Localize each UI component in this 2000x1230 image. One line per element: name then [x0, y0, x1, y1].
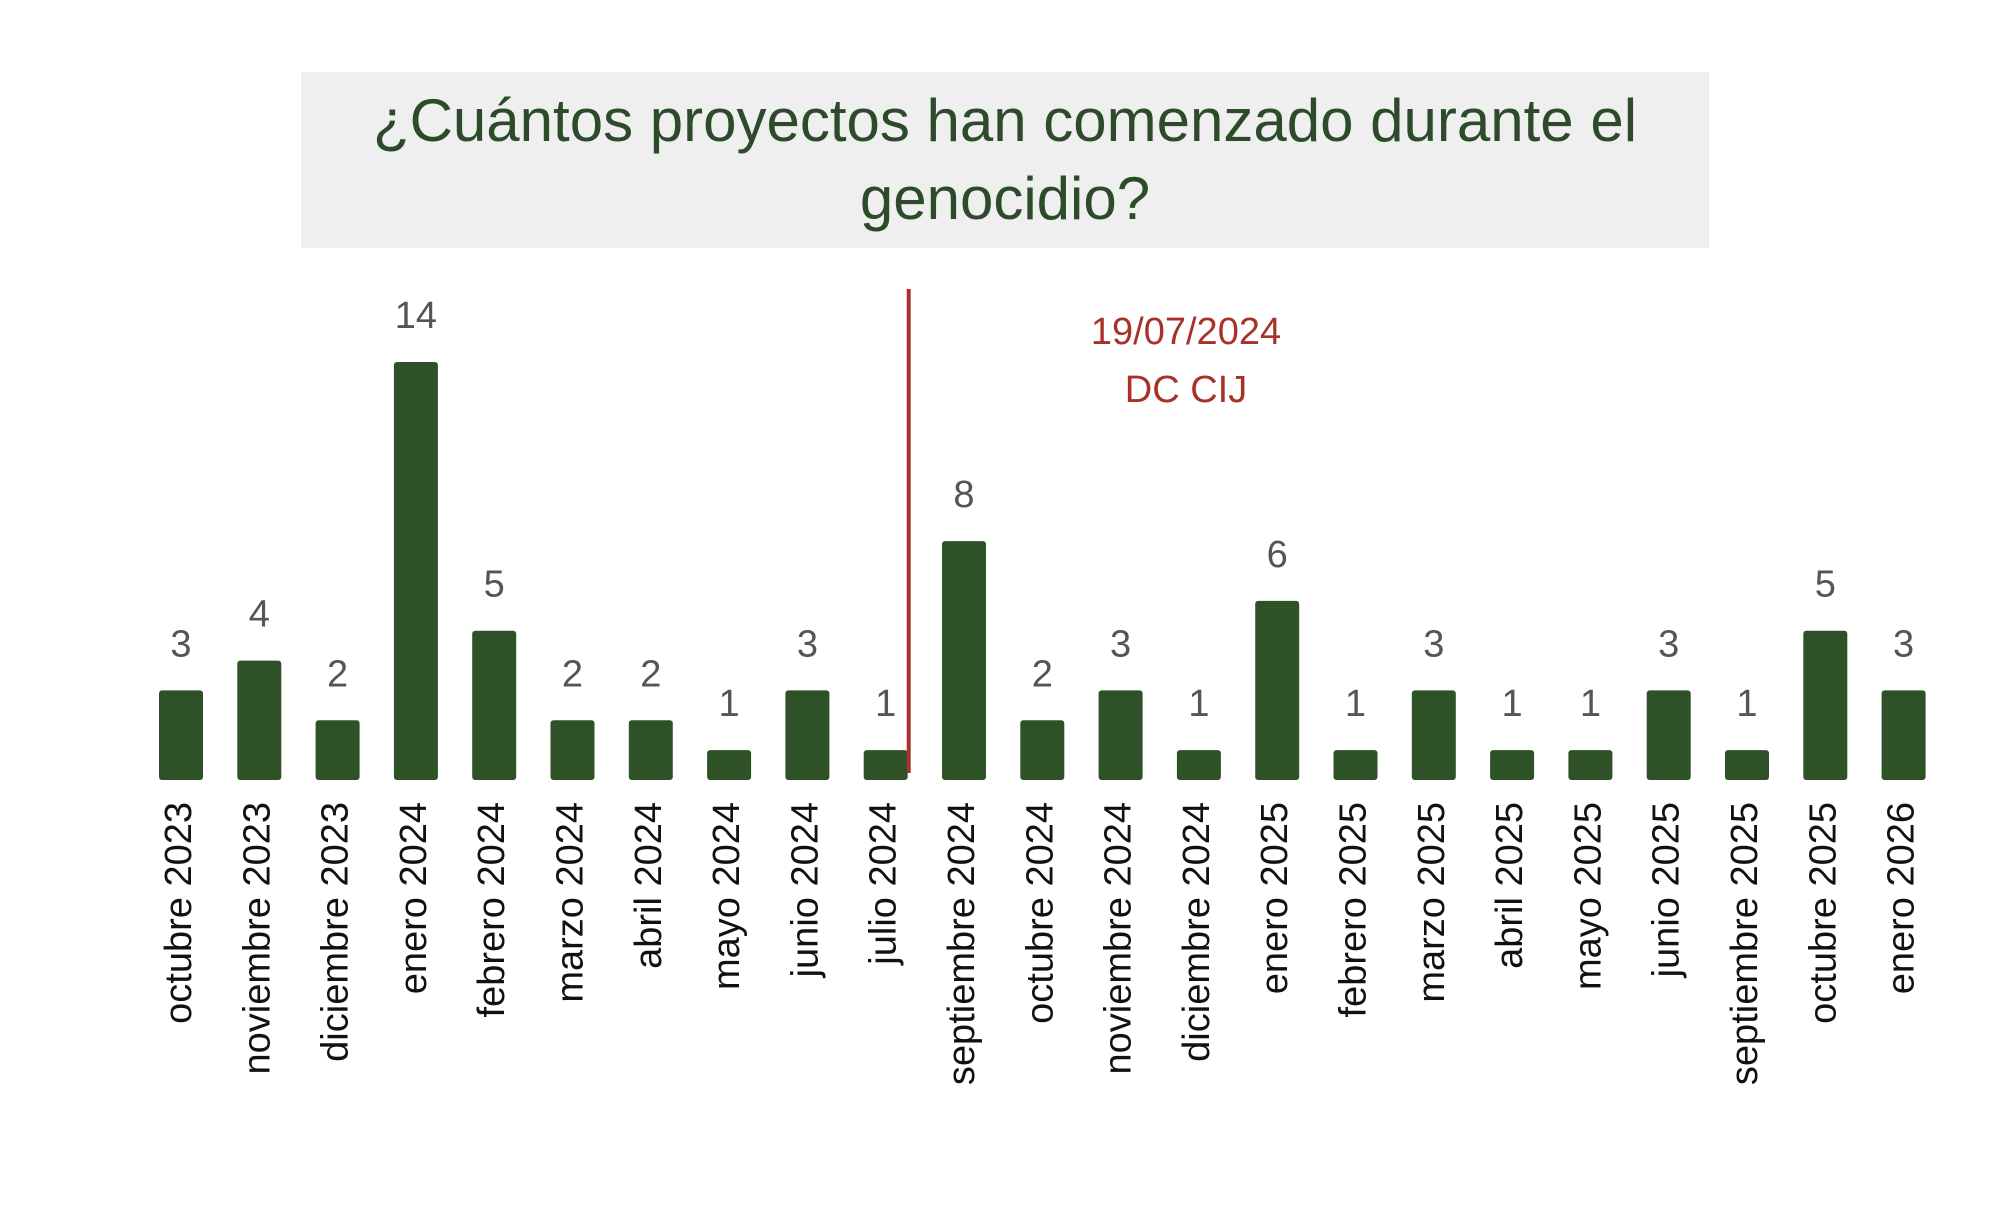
value-label: 3	[797, 623, 818, 665]
value-label: 1	[719, 683, 740, 725]
bar	[1568, 750, 1613, 780]
x-tick-label: mayo 2025	[1567, 802, 1609, 990]
x-tick-label: enero 2025	[1254, 802, 1296, 994]
annotation-text: DC CIJ	[1125, 369, 1247, 411]
x-tick-label: septiembre 2025	[1724, 802, 1766, 1085]
bar	[237, 660, 282, 780]
value-label: 1	[1502, 683, 1523, 725]
chart-title: ¿Cuántos proyectos han comenzado durante…	[301, 72, 1709, 248]
bar	[707, 750, 752, 780]
bar	[1098, 690, 1143, 780]
value-label: 1	[1345, 683, 1366, 725]
bar	[472, 630, 517, 780]
x-tick-label: enero 2026	[1881, 802, 1923, 994]
value-label: 1	[1188, 683, 1209, 725]
value-label: 1	[1736, 683, 1757, 725]
bar	[785, 690, 830, 780]
x-tick-label: noviembre 2024	[1098, 802, 1140, 1075]
bar	[1176, 750, 1221, 780]
bar	[1255, 600, 1300, 780]
bar	[1020, 720, 1065, 780]
bar	[550, 720, 595, 780]
value-label: 3	[1423, 623, 1444, 665]
bar	[1803, 630, 1848, 780]
bar	[1646, 690, 1691, 780]
bar	[1725, 750, 1769, 780]
value-label: 1	[1580, 683, 1601, 725]
value-label: 1	[875, 683, 896, 725]
x-tick-label: noviembre 2023	[236, 802, 278, 1075]
bar	[628, 720, 673, 780]
x-tick-label: junio 2024	[784, 802, 826, 978]
annotation-text: 19/07/2024	[1091, 311, 1281, 353]
x-tick-label: septiembre 2024	[941, 802, 983, 1085]
value-label: 2	[640, 653, 661, 695]
bar	[1411, 690, 1456, 780]
x-tick-label: junio 2025	[1646, 802, 1688, 978]
x-tick-label: marzo 2025	[1411, 802, 1453, 1003]
value-label: 3	[1658, 623, 1679, 665]
value-label: 2	[562, 653, 583, 695]
bar	[1881, 690, 1926, 780]
value-label: 3	[1893, 623, 1914, 665]
x-tick-label: diciembre 2024	[1176, 802, 1218, 1062]
value-label: 3	[170, 623, 191, 665]
x-tick-label: marzo 2024	[550, 802, 592, 1003]
bar	[159, 690, 203, 780]
x-tick-label: abril 2024	[628, 802, 670, 969]
x-tick-label: febrero 2025	[1333, 802, 1375, 1018]
value-label: 6	[1267, 534, 1288, 576]
value-label: 5	[484, 564, 505, 606]
bar	[393, 362, 438, 780]
x-tick-label: octubre 2025	[1802, 802, 1844, 1024]
value-label: 3	[1110, 623, 1131, 665]
x-tick-label: mayo 2024	[706, 802, 748, 990]
bar	[863, 750, 908, 780]
x-tick-label: julio 2024	[863, 802, 905, 966]
bar	[1333, 750, 1378, 780]
value-label: 2	[327, 653, 348, 695]
bar	[942, 541, 986, 780]
x-tick-label: febrero 2024	[471, 802, 513, 1018]
value-label: 8	[953, 474, 974, 516]
x-tick-label: octubre 2023	[158, 802, 200, 1024]
x-tick-label: abril 2025	[1489, 802, 1531, 969]
x-tick-label: diciembre 2023	[315, 802, 357, 1062]
value-label: 2	[1032, 653, 1053, 695]
bar	[315, 720, 360, 780]
value-label: 5	[1815, 564, 1836, 606]
x-tick-label: enero 2024	[393, 802, 435, 994]
bar	[1490, 750, 1535, 780]
value-label: 14	[395, 295, 437, 337]
value-label: 4	[249, 594, 270, 636]
x-tick-label: octubre 2024	[1019, 802, 1061, 1024]
